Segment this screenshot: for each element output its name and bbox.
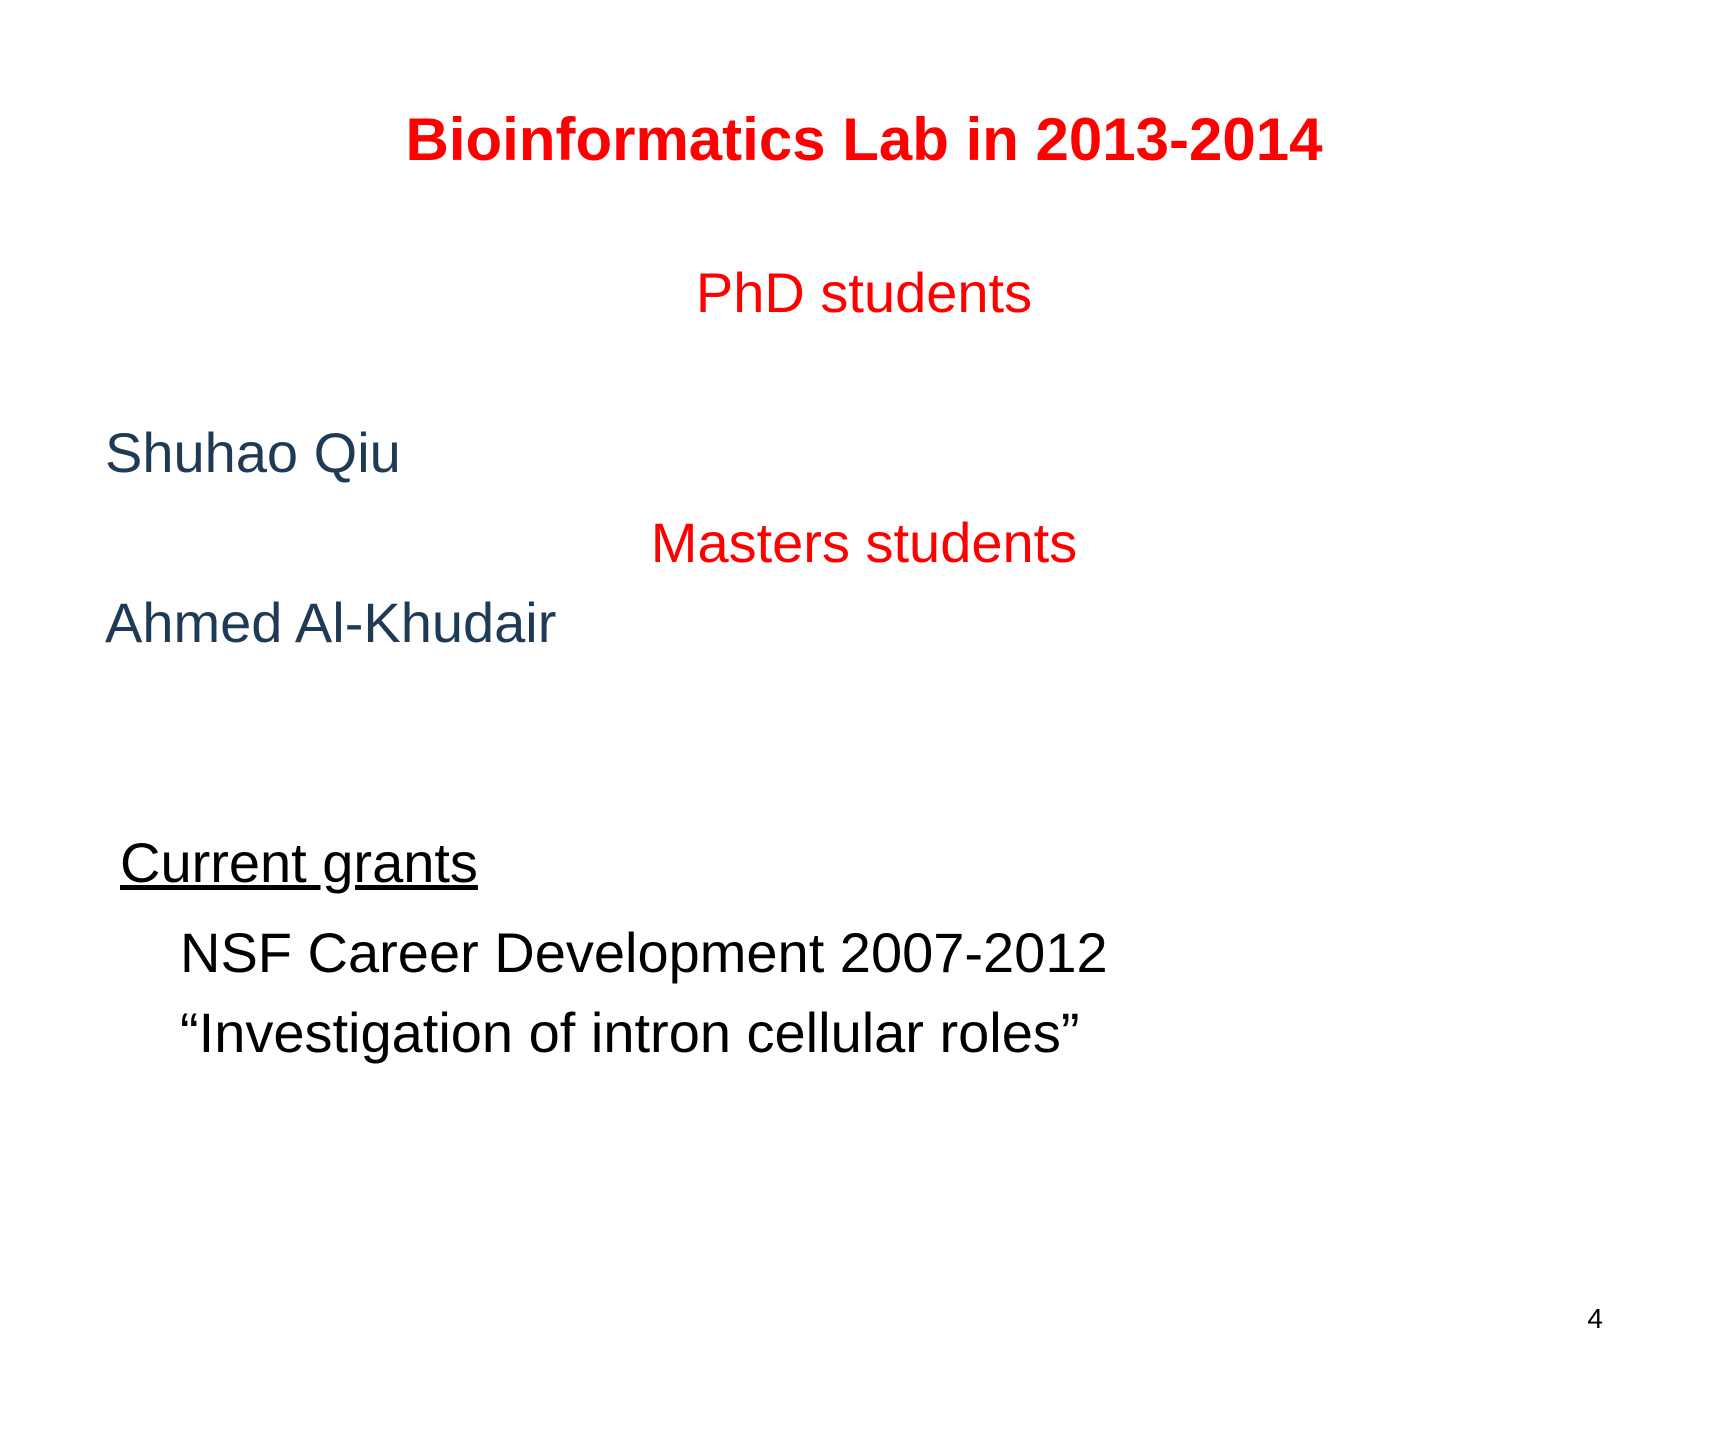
grant-description-line: “Investigation of intron cellular roles” [180, 1000, 1080, 1065]
current-grants-heading: Current grants [120, 830, 478, 895]
phd-student-name: Shuhao Qiu [105, 420, 401, 485]
grant-title-line: NSF Career Development 2007-2012 [180, 920, 1108, 985]
phd-students-heading: PhD students [0, 260, 1728, 325]
masters-student-name: Ahmed Al-Khudair [105, 590, 556, 655]
masters-students-heading: Masters students [0, 510, 1728, 575]
page-number: 4 [1587, 1303, 1603, 1335]
slide-title: Bioinformatics Lab in 2013-2014 [0, 105, 1728, 174]
